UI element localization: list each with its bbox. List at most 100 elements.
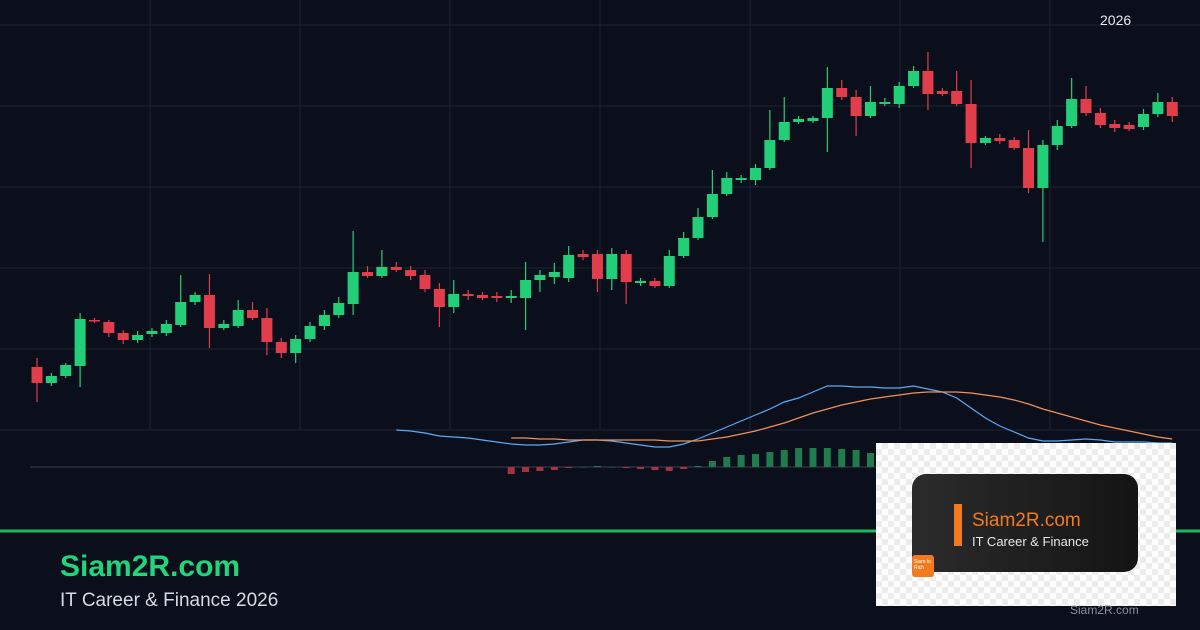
candle-body [735, 178, 747, 180]
histogram-bar [550, 467, 558, 470]
candle-body [563, 255, 575, 278]
candle-body [1051, 126, 1063, 145]
candle-body [649, 281, 661, 286]
histogram-bar [852, 450, 860, 467]
candle-body [390, 267, 402, 270]
histogram-bar [838, 449, 846, 467]
candle-body [160, 324, 172, 333]
candle-body [721, 178, 733, 194]
candle-body [821, 88, 833, 118]
overlay: Siam2R.com IT Career & Finance Siam to R… [876, 443, 1176, 606]
candle-body [419, 275, 431, 289]
candle-body [117, 333, 129, 340]
candle-body [1109, 124, 1121, 128]
candle-body [1008, 140, 1020, 148]
candle-body [218, 324, 230, 328]
candle-body [951, 91, 963, 104]
candle-body [88, 320, 100, 322]
histogram-bar [780, 450, 788, 467]
histogram-bar [651, 467, 659, 470]
candle-body [706, 194, 718, 217]
brand-title: Siam2R.com [60, 550, 241, 583]
candle-body [491, 296, 503, 298]
candle-body [290, 339, 302, 353]
candle-body [462, 294, 474, 296]
histogram-bar [637, 467, 645, 469]
histogram-bar [737, 455, 745, 467]
candle-body [778, 122, 790, 140]
candle-body [534, 275, 546, 280]
histogram-bar [507, 467, 515, 474]
candle-body [807, 118, 819, 121]
card-title: Siam2R.com [972, 510, 1081, 531]
candle-body [1152, 102, 1164, 114]
candle-body [577, 254, 589, 257]
card-subtitle: IT Career & Finance [972, 534, 1089, 549]
candle-body [103, 322, 115, 333]
histogram-bar [608, 467, 616, 468]
histogram-bar [665, 467, 673, 471]
candle-body [275, 342, 287, 353]
period-label: 2026 [1100, 12, 1131, 28]
signal-line [511, 391, 1173, 442]
candle-body [476, 295, 488, 298]
candle-body [74, 319, 86, 366]
histogram-bar [680, 467, 688, 469]
histogram-bar [536, 467, 544, 471]
candle-body [1066, 99, 1078, 126]
candle-body [1080, 99, 1092, 113]
candle-body [203, 295, 215, 328]
candle-body [965, 104, 977, 143]
candle-body [591, 254, 603, 279]
candle-body [1166, 102, 1178, 116]
candle-body [678, 238, 690, 256]
candle-body [1037, 145, 1049, 188]
candle-body [376, 267, 388, 276]
histogram-bar [723, 457, 731, 467]
candle-body [1137, 114, 1149, 127]
candle-body [175, 302, 187, 325]
histogram-bar [579, 467, 587, 468]
candle-body [793, 119, 805, 122]
candle-body [132, 335, 144, 340]
candle-body [347, 272, 359, 304]
candle-body [864, 102, 876, 116]
candle-body [405, 270, 417, 276]
candle-body [189, 295, 201, 302]
candle-body [45, 376, 57, 383]
candle-body [31, 367, 43, 383]
logo: Siam to Rich [912, 555, 934, 577]
candle-body [1123, 125, 1135, 129]
brand-subtitle: IT Career & Finance 2026 [60, 590, 279, 611]
candle-body [893, 86, 905, 104]
candle-body [433, 289, 445, 307]
candle-body [448, 294, 460, 307]
candle-body [692, 217, 704, 238]
candle-body [936, 91, 948, 94]
candle-body [232, 310, 244, 326]
candle-body [620, 254, 632, 282]
candle-body [908, 71, 920, 86]
vertical-grid [149, 0, 1051, 430]
histogram-bar [622, 467, 630, 468]
candle-body [1094, 113, 1106, 125]
candle-body [635, 281, 647, 283]
histogram-bar [809, 448, 817, 467]
candle-body [505, 296, 517, 298]
candle-body [922, 71, 934, 94]
candle-body [304, 326, 316, 339]
candle-body [520, 280, 532, 298]
candle-body [60, 365, 72, 376]
histogram-bar [795, 448, 803, 467]
candle-body [836, 88, 848, 97]
histogram-bar [866, 453, 874, 467]
candle-body [1023, 148, 1035, 188]
watermark: Siam2R.com [1070, 603, 1139, 617]
candle-body [362, 272, 374, 276]
candle-body [750, 168, 761, 180]
candle-body [879, 102, 891, 104]
histogram-bar [752, 454, 759, 467]
candle-body [333, 303, 345, 315]
histogram-bar [694, 466, 702, 467]
